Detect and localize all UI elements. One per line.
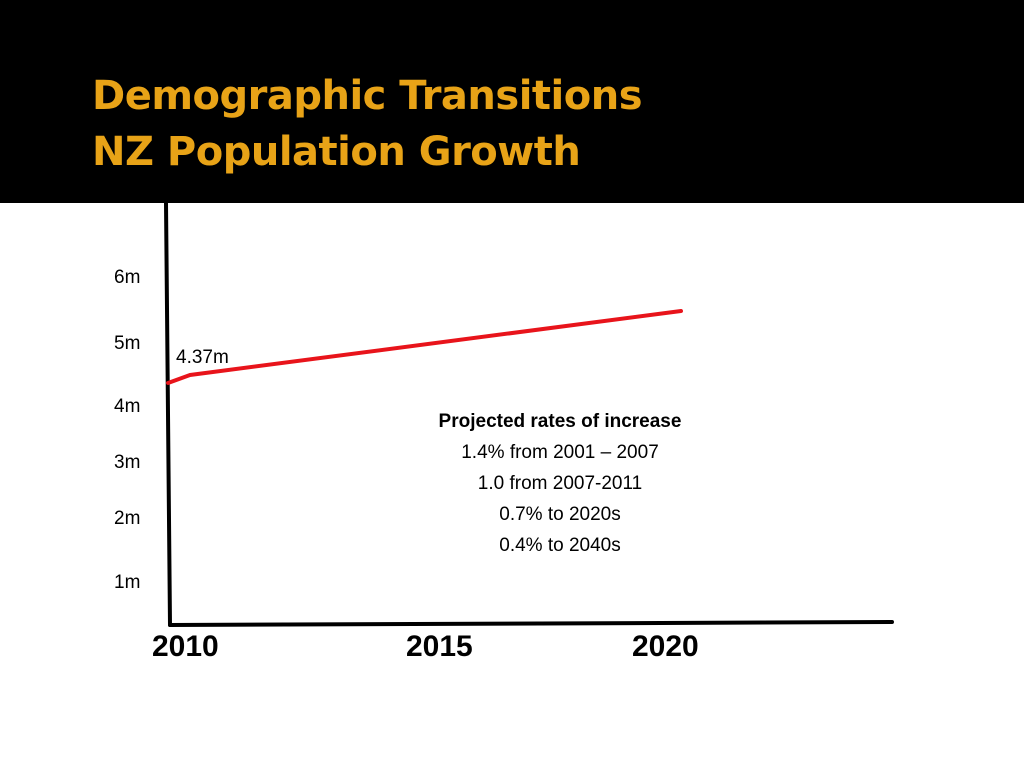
rates-heading: Projected rates of increase: [438, 411, 682, 432]
population-series-line: [166, 309, 683, 385]
y-tick-6m: 6m: [114, 267, 140, 288]
y-tick-1m: 1m: [114, 572, 140, 593]
y-tick-4m: 4m: [114, 396, 140, 417]
title-line-2: NZ Population Growth: [92, 129, 581, 175]
y-tick-3m: 3m: [114, 452, 140, 473]
title-bar: Demographic Transitions NZ Population Gr…: [0, 0, 1024, 203]
rate-line: 0.4% to 2040s: [499, 535, 621, 556]
rate-line: 0.7% to 2020s: [499, 504, 621, 525]
x-axis-line: [168, 620, 894, 627]
slide-title: Demographic Transitions NZ Population Gr…: [92, 68, 643, 180]
x-tick-2010: 2010: [152, 630, 219, 663]
title-line-1: Demographic Transitions: [92, 73, 643, 119]
rate-line: 1.4% from 2001 – 2007: [461, 442, 659, 463]
y-axis-line: [164, 201, 172, 627]
rate-line: 1.0 from 2007-2011: [477, 473, 643, 494]
x-tick-2020: 2020: [632, 630, 699, 663]
y-tick-5m: 5m: [114, 333, 140, 354]
rates-note: Projected rates of increase 1.4% from 20…: [380, 406, 740, 561]
y-tick-2m: 2m: [114, 508, 140, 529]
x-tick-2015: 2015: [406, 630, 473, 663]
start-value-label: 4.37m: [176, 347, 229, 368]
